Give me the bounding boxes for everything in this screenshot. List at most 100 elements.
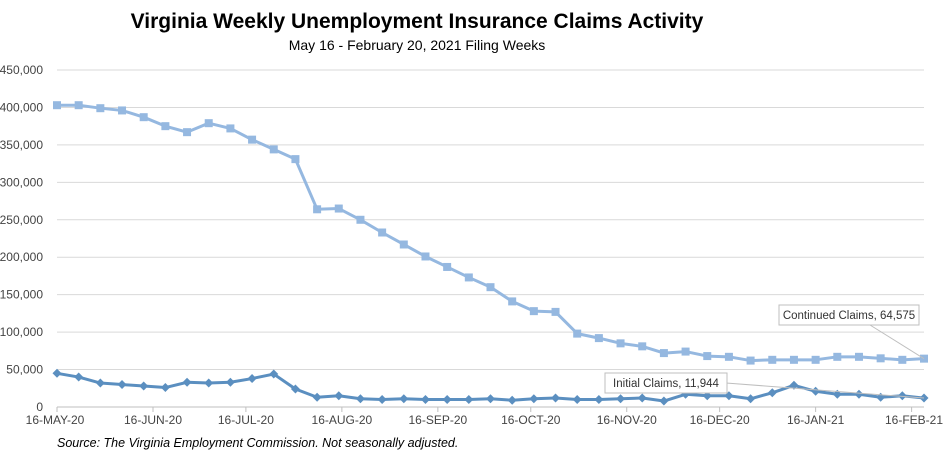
data-point-continued-claims <box>594 334 603 343</box>
data-point-continued-claims <box>508 297 517 306</box>
data-point-initial-claims <box>355 394 365 404</box>
y-tick-label: 200,000 <box>0 250 43 264</box>
data-point-initial-claims <box>269 369 279 379</box>
y-tick-label: 400,000 <box>0 100 43 114</box>
data-point-continued-claims <box>854 352 863 361</box>
callout-box-initial <box>604 372 728 394</box>
data-point-continued-claims <box>724 352 733 361</box>
data-point-initial-claims <box>767 388 777 398</box>
data-point-initial-claims <box>247 374 257 384</box>
data-point-initial-claims <box>659 396 669 406</box>
chart-subtitle: May 16 - February 20, 2021 Filing Weeks <box>288 37 546 53</box>
data-point-initial-claims <box>594 395 604 405</box>
data-point-continued-claims <box>378 228 387 237</box>
x-tick-label: 16-DEC-20 <box>690 413 750 427</box>
data-point-continued-claims <box>291 155 300 164</box>
x-tick-label: 16-AUG-20 <box>312 413 373 427</box>
data-point-continued-claims <box>204 119 213 128</box>
data-point-initial-claims <box>399 394 409 404</box>
data-point-initial-claims <box>225 377 235 387</box>
y-tick-label: 50,000 <box>6 363 43 377</box>
y-tick-label: 300,000 <box>0 175 43 189</box>
x-tick-label: 16-JUL-20 <box>218 413 274 427</box>
data-point-initial-claims <box>529 394 539 404</box>
y-tick-label: 150,000 <box>0 288 43 302</box>
data-point-initial-claims <box>182 377 192 387</box>
y-tick-label: 0 <box>36 400 43 414</box>
data-point-continued-claims <box>573 329 582 338</box>
x-tick-label: 16-JUN-20 <box>124 413 182 427</box>
data-point-continued-claims <box>703 352 712 361</box>
data-point-initial-claims <box>637 393 647 403</box>
data-point-continued-claims <box>399 240 408 249</box>
axes: 0 50,000 100,000 150,000 200,000 250,000 300,0… <box>0 63 943 427</box>
data-point-initial-claims <box>160 383 170 393</box>
data-point-initial-claims <box>139 381 149 391</box>
data-point-continued-claims <box>486 283 495 292</box>
y-tick-label: 450,000 <box>0 63 43 77</box>
data-point-continued-claims <box>638 342 647 351</box>
data-point-continued-claims <box>269 145 278 154</box>
data-point-continued-claims <box>768 355 777 364</box>
x-tick-label: 16-SEP-20 <box>409 413 468 427</box>
data-point-continued-claims <box>183 128 192 137</box>
data-point-initial-claims <box>616 394 626 404</box>
y-tick-label: 350,000 <box>0 138 43 152</box>
x-tick-label: 16-JAN-21 <box>787 413 845 427</box>
data-point-continued-claims <box>789 355 798 364</box>
data-point-initial-claims <box>702 391 712 401</box>
data-point-initial-claims <box>572 395 582 405</box>
gridlines <box>57 69 924 371</box>
data-point-continued-claims <box>313 205 322 214</box>
data-point-initial-claims <box>334 391 344 401</box>
data-point-continued-claims <box>356 215 365 224</box>
data-point-continued-claims <box>464 273 473 282</box>
data-point-initial-claims <box>312 392 322 402</box>
data-point-continued-claims <box>334 204 343 213</box>
data-point-continued-claims <box>876 354 885 363</box>
callout-leader-continued <box>869 324 925 360</box>
data-point-continued-claims <box>616 339 625 348</box>
data-point-initial-claims <box>95 378 105 388</box>
data-point-initial-claims <box>420 395 430 405</box>
data-point-continued-claims <box>139 113 148 122</box>
data-point-continued-claims <box>161 122 170 131</box>
data-point-continued-claims <box>443 262 452 271</box>
data-point-continued-claims <box>74 101 83 110</box>
data-point-continued-claims <box>681 347 690 356</box>
data-point-initial-claims <box>724 391 734 401</box>
data-point-initial-claims <box>897 391 907 401</box>
source-note: Source: The Virginia Employment Commissi… <box>57 436 459 450</box>
data-point-continued-claims <box>746 356 755 365</box>
data-point-continued-claims <box>248 135 257 144</box>
data-point-initial-claims <box>290 384 300 394</box>
x-tick-label: 16-NOV-20 <box>597 413 657 427</box>
data-point-initial-claims <box>464 395 474 405</box>
data-point-continued-claims <box>421 252 430 261</box>
data-point-initial-claims <box>551 393 561 403</box>
data-point-continued-claims <box>898 355 907 364</box>
data-point-initial-claims <box>117 380 127 390</box>
x-tick-label: 16-MAY-20 <box>26 413 85 427</box>
data-point-continued-claims <box>659 349 668 358</box>
x-tick-label: 16-FEB-21 <box>885 413 943 427</box>
data-point-initial-claims <box>52 368 62 378</box>
data-point-initial-claims <box>442 395 452 405</box>
callout-leader-initial <box>725 382 925 399</box>
data-point-initial-claims <box>74 372 84 382</box>
data-point-continued-claims <box>833 352 842 361</box>
callout-label-continued: Continued Claims, 64,575 <box>783 310 915 322</box>
data-point-continued-claims <box>118 106 127 115</box>
data-point-continued-claims <box>811 355 820 364</box>
data-point-continued-claims <box>53 101 61 110</box>
data-point-initial-claims <box>204 378 214 388</box>
data-point-initial-claims <box>854 389 864 399</box>
data-point-initial-claims <box>811 386 821 396</box>
y-tick-label: 100,000 <box>0 325 43 339</box>
x-tick-label: 16-OCT-20 <box>501 413 561 427</box>
series-layer <box>52 101 929 406</box>
data-point-continued-claims <box>96 104 105 113</box>
callouts: Continued Claims, 64,575 Initial Claims, … <box>604 304 925 399</box>
data-point-continued-claims <box>529 307 538 316</box>
